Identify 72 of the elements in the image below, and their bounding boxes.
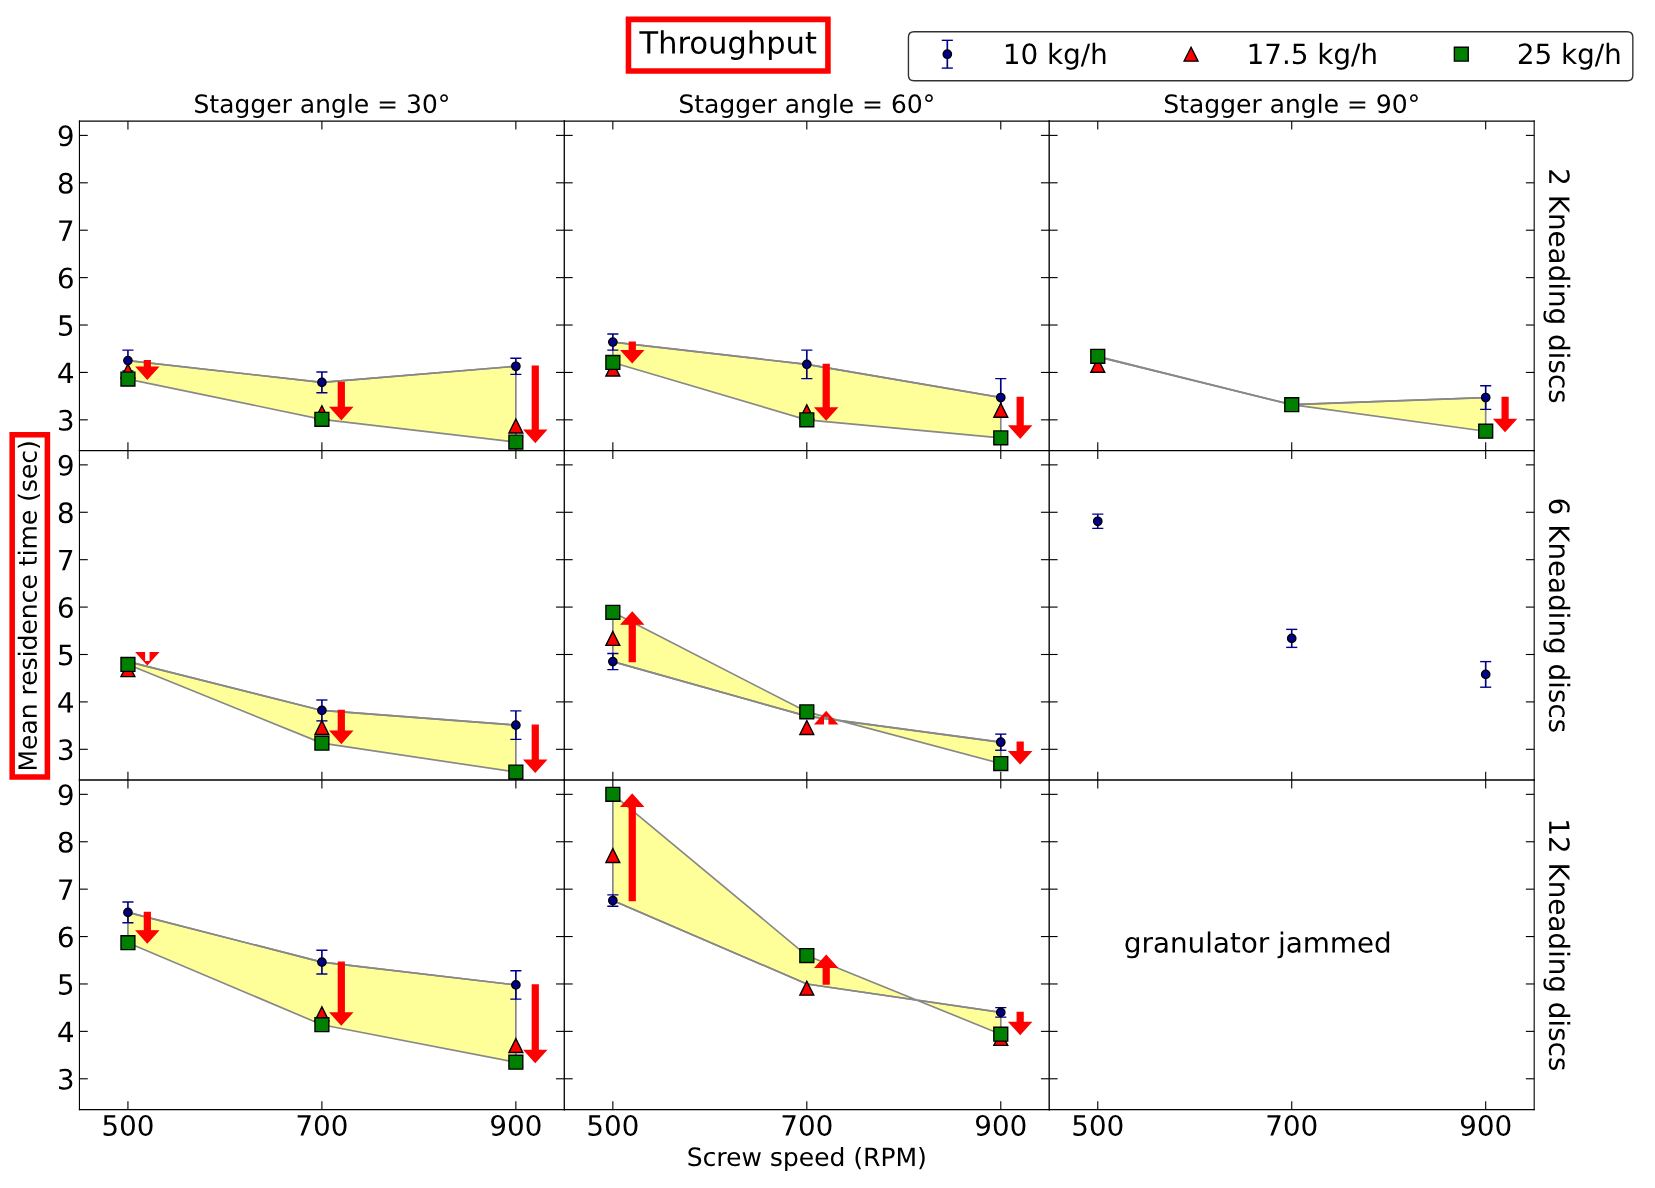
x-tick-label: 700 [782,1114,832,1136]
point [1478,423,1494,439]
x-tick-label: 500 [103,1114,153,1136]
y-tick-label: 3 [59,409,73,431]
x-tick-label: 900 [976,1114,1026,1136]
point [511,361,521,372]
y-tick-label: 4 [58,692,74,713]
y-tick-label: 3 [59,1068,73,1090]
point [120,935,136,951]
x-tick-label: 700 [1267,1114,1317,1136]
y-tick-label: 8 [58,172,73,194]
point [123,355,133,366]
point [508,418,524,434]
x-axis-title: Screw speed (RPM) [688,1146,925,1172]
legend-label: 17.5 kg/h [1249,42,1376,70]
point [314,411,330,427]
point [511,720,521,730]
point [511,980,521,990]
point [317,377,327,388]
point [317,957,327,968]
point [995,392,1006,403]
point [607,337,618,347]
point [993,402,1009,418]
point [993,430,1009,446]
x-tick-label: 500 [588,1114,638,1136]
y-tick-label: 9 [58,454,73,476]
legend-label: 10 kg/h [1005,42,1106,70]
y-tick-label: 5 [59,315,73,336]
point [605,354,621,371]
y-tick-label: 7 [59,549,73,571]
y-tick-label: 4 [58,362,74,383]
point [123,907,133,918]
point [314,1017,330,1033]
y-tick-label: 9 [58,784,73,806]
x-tick-label: 900 [1460,1114,1511,1136]
point [314,735,330,751]
y-tick-label: 7 [59,220,73,241]
point [799,412,815,428]
y-tick-label: 4 [58,1021,74,1042]
point [508,1054,524,1070]
chart-title: Stagger angle = 30° [195,93,448,119]
y-tick-label: 9 [58,125,73,147]
legend-label: 25 kg/h [1518,42,1620,70]
y2-axis-title: 12 Kneading discs [1543,821,1571,1071]
y-axis-title: Mean residence time (sec) [17,442,40,770]
chart-title: Stagger angle = 90° [1164,93,1418,119]
y2-axis-title: 6 Kneading discs [1543,499,1571,732]
y-tick-label: 7 [59,879,73,900]
x-tick-label: 500 [1073,1114,1123,1136]
annotation: granulator jammed [1125,931,1390,959]
point [120,371,136,387]
point [508,1037,524,1054]
y-tick-label: 6 [58,926,73,948]
legend-title: Throughput [639,30,817,60]
x-tick-label: 900 [491,1114,541,1136]
y-tick-label: 5 [59,644,73,666]
y-tick-label: 6 [58,267,73,289]
chart-title: Stagger angle = 60° [680,93,933,119]
point [317,705,327,716]
point [1284,397,1300,413]
x-tick-label: 700 [297,1114,347,1136]
point [120,656,136,673]
point [1480,392,1491,403]
point [801,359,812,370]
y-tick-label: 8 [58,502,73,524]
point [314,719,330,736]
y-tick-label: 6 [58,597,73,619]
y2-axis-title: 2 Kneading discs [1543,170,1571,403]
y-tick-label: 5 [59,974,73,995]
point [1090,348,1106,364]
y-tick-label: 3 [59,739,73,761]
y-tick-label: 8 [58,831,73,853]
